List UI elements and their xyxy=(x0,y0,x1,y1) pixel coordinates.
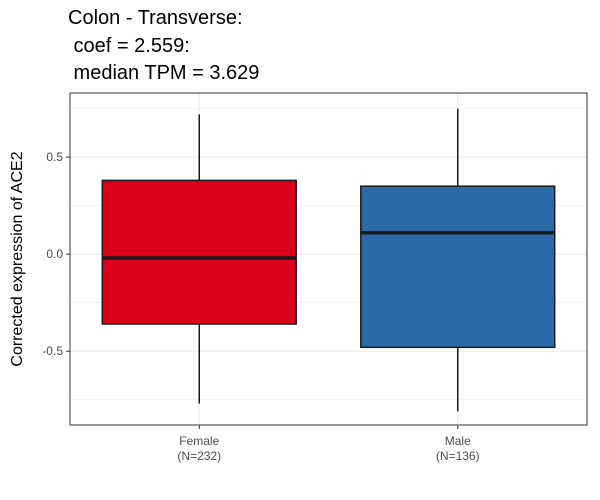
title-line-3: median TPM = 3.629 xyxy=(68,62,259,84)
x-tick-count-label: (N=232) xyxy=(177,449,221,463)
box-male xyxy=(360,108,556,412)
y-tick-label: 0.5 xyxy=(46,150,63,164)
panel-border xyxy=(69,92,588,426)
box-body xyxy=(360,185,556,349)
x-tick-label: Female xyxy=(179,434,219,448)
title-line-2: coef = 2.559: xyxy=(68,35,190,57)
boxes xyxy=(101,108,556,412)
box-body xyxy=(101,179,297,325)
x-axis-ticks: Female(N=232) Male(N=136) xyxy=(177,425,480,463)
x-tick-count-label: (N=136) xyxy=(436,449,480,463)
y-tick-label: 0.0 xyxy=(46,247,63,261)
title-line-1: Colon - Transverse: xyxy=(68,7,243,29)
box-female xyxy=(101,114,297,404)
y-axis-ticks: -0.5 0.0 0.5 xyxy=(42,150,70,358)
y-tick-label: -0.5 xyxy=(42,344,63,358)
x-tick-label: Male xyxy=(445,434,471,448)
y-axis-title: Corrected expression of ACE2 xyxy=(9,151,26,366)
chart-title: Colon - Transverse: coef = 2.559: median… xyxy=(68,7,259,84)
